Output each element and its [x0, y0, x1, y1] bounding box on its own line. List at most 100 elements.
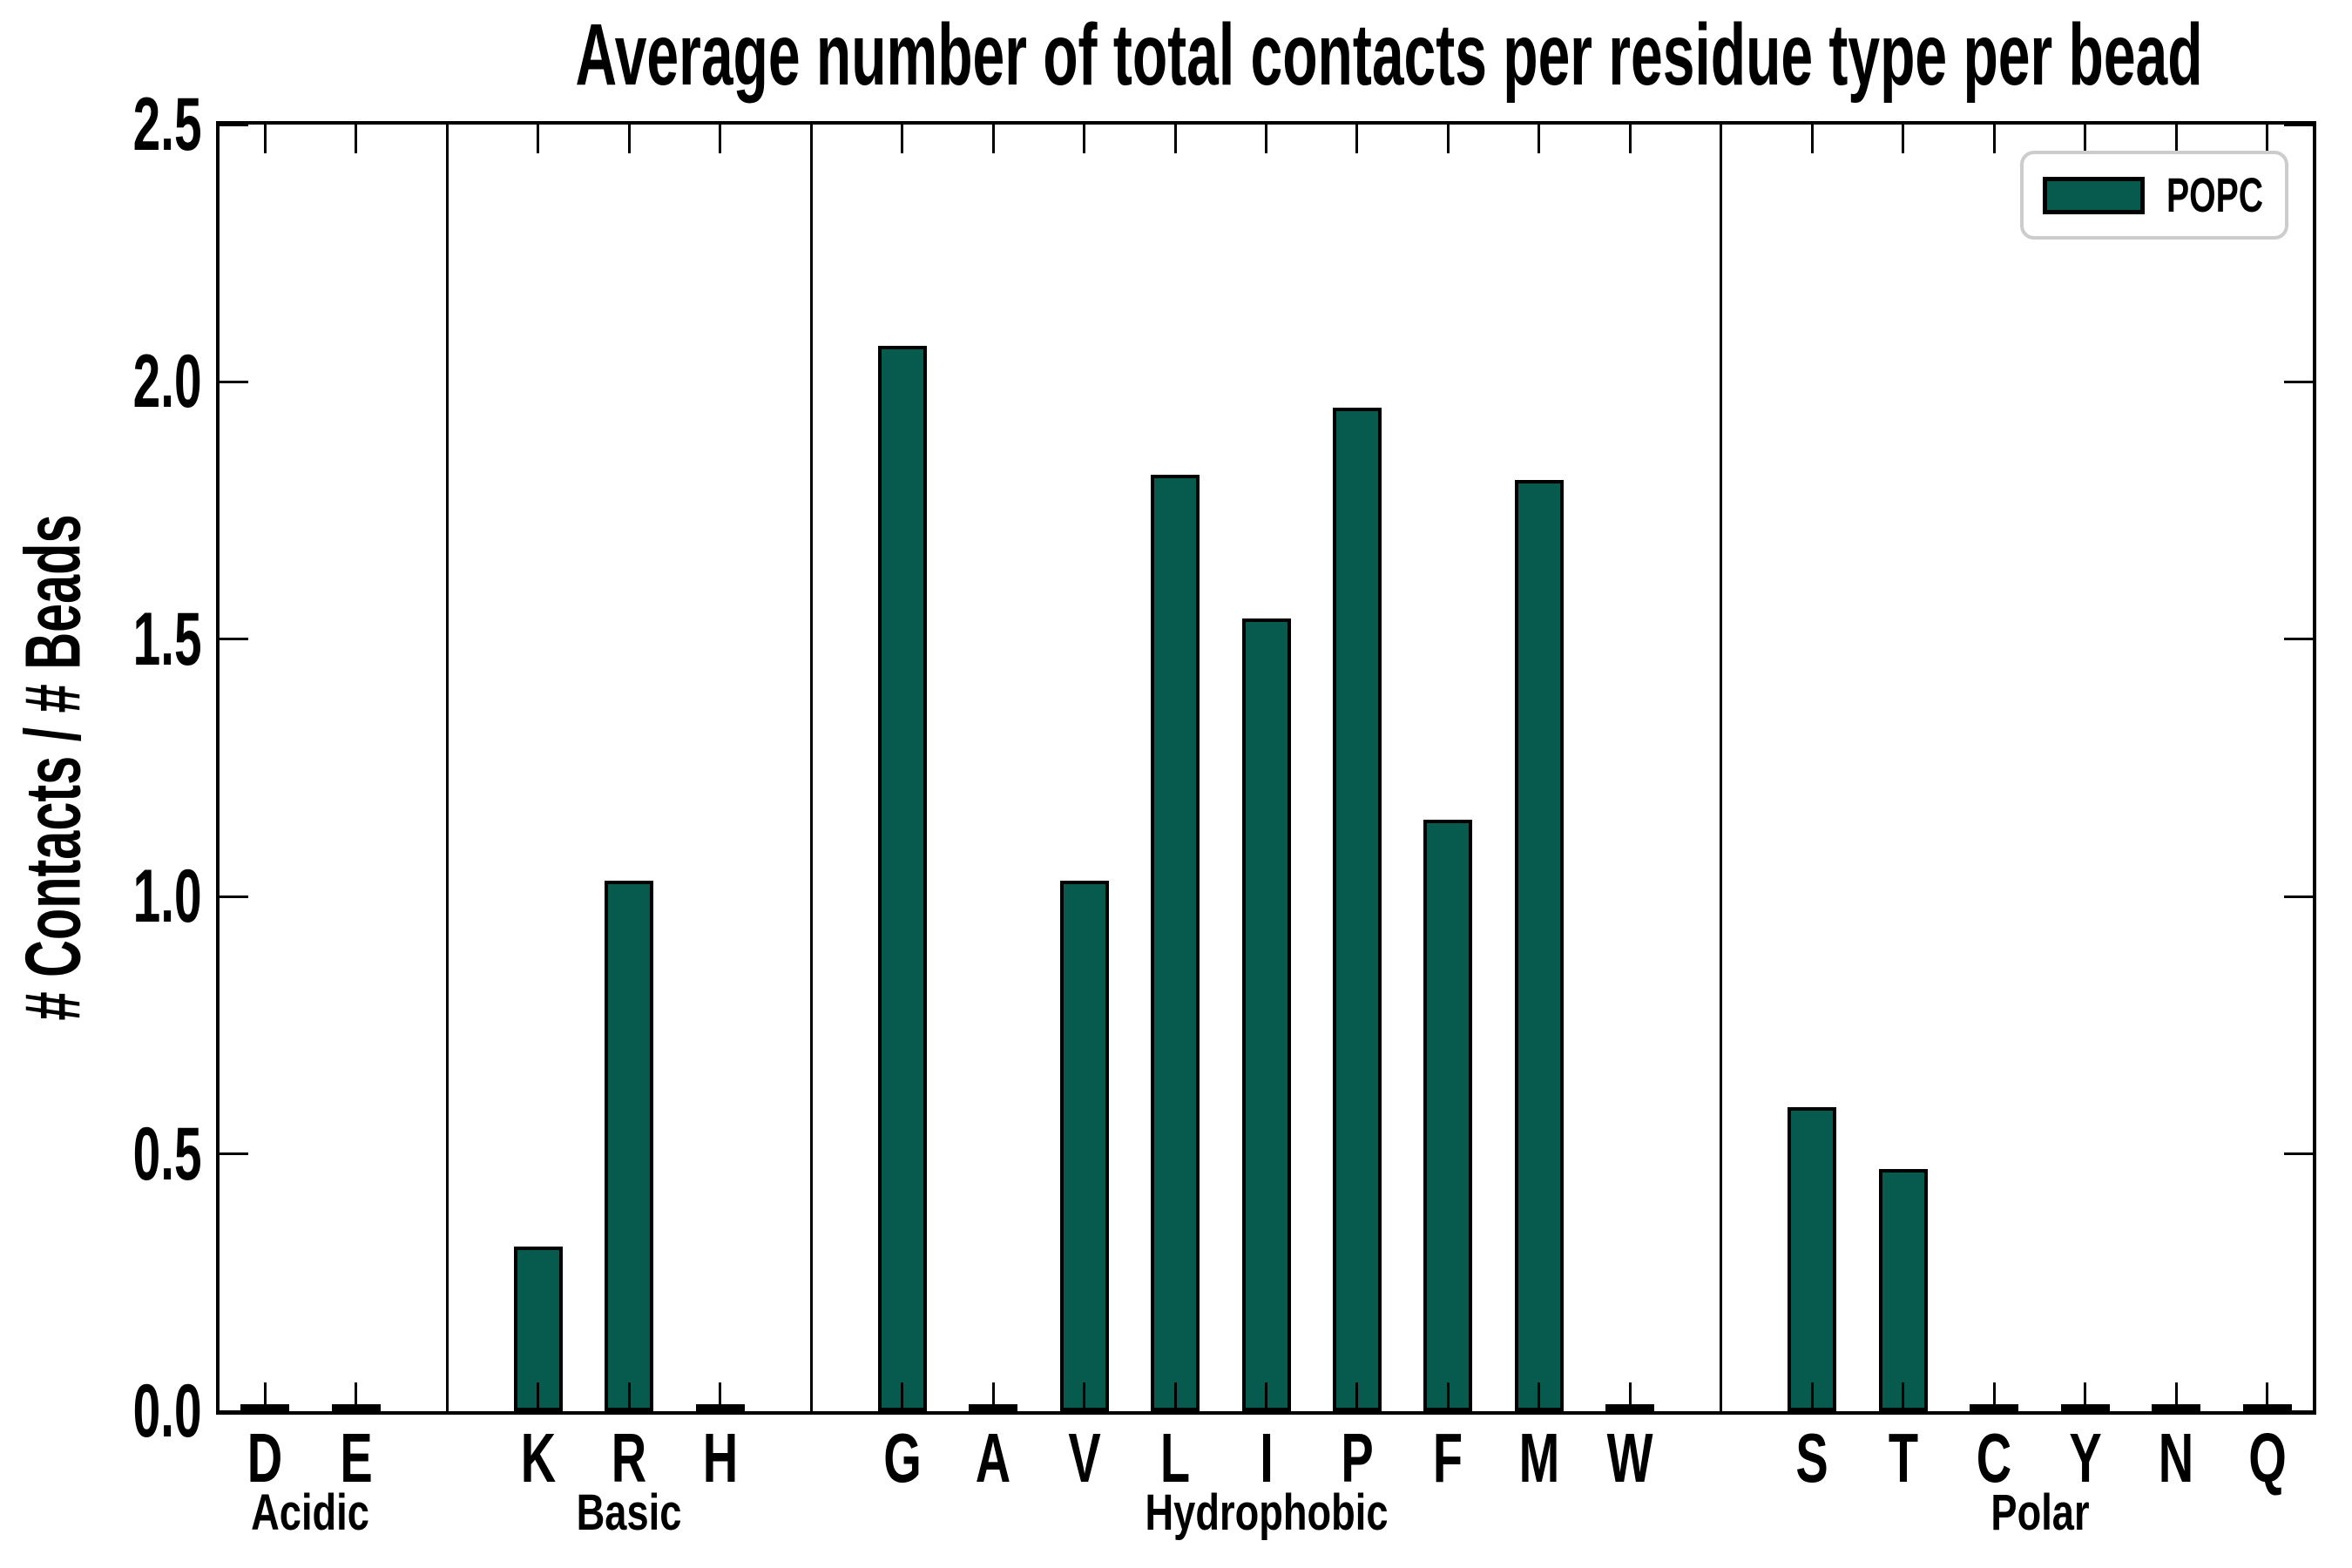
x-tick-top-P	[1355, 125, 1359, 153]
y-tick-left-1.5	[220, 638, 248, 641]
x-tick-bottom-D	[263, 1382, 267, 1411]
y-tick-left-0.0	[220, 1409, 248, 1413]
y-tick-label-2.0: 2.0	[133, 340, 202, 424]
group-label-acidic: Acidic	[251, 1484, 370, 1541]
x-tick-top-V	[1083, 125, 1086, 153]
x-tick-label-C: C	[1977, 1419, 2012, 1497]
x-tick-label-I: I	[1259, 1419, 1274, 1497]
bar-I	[1241, 618, 1291, 1411]
legend-label: POPC	[2166, 167, 2264, 222]
x-tick-bottom-Y	[2084, 1382, 2087, 1411]
group-divider-line	[445, 125, 449, 1411]
x-tick-top-L	[1173, 125, 1177, 153]
x-tick-top-C	[1992, 125, 1996, 153]
x-tick-top-R	[627, 125, 631, 153]
plot-area: POPC	[216, 121, 2316, 1415]
x-tick-bottom-M	[1538, 1382, 1541, 1411]
x-tick-label-A: A	[975, 1419, 1011, 1497]
x-tick-top-W	[1628, 125, 1632, 153]
y-tick-left-2.5	[220, 123, 248, 126]
bar-G	[877, 346, 927, 1411]
x-tick-label-Q: Q	[2247, 1419, 2287, 1497]
x-tick-label-L: L	[1159, 1419, 1191, 1497]
x-tick-label-E: E	[340, 1419, 373, 1497]
y-tick-right-2.5	[2284, 123, 2313, 126]
x-tick-bottom-L	[1173, 1382, 1177, 1411]
x-tick-label-Y: Y	[2069, 1419, 2102, 1497]
x-tick-bottom-K	[537, 1382, 540, 1411]
x-tick-label-T: T	[1888, 1419, 1918, 1497]
x-tick-bottom-E	[355, 1382, 358, 1411]
x-tick-top-S	[1810, 125, 1814, 153]
x-tick-label-N: N	[2159, 1419, 2194, 1497]
group-label-polar: Polar	[1990, 1484, 2090, 1541]
bar-T	[1878, 1169, 1928, 1411]
legend: POPC	[2020, 151, 2288, 240]
x-tick-bottom-W	[1628, 1382, 1632, 1411]
x-tick-top-Q	[2266, 125, 2269, 153]
x-tick-label-P: P	[1341, 1419, 1374, 1497]
y-tick-right-0.0	[2284, 1409, 2313, 1413]
x-tick-label-W: W	[1606, 1419, 1653, 1497]
x-tick-top-T	[1902, 125, 1905, 153]
x-tick-top-G	[901, 125, 904, 153]
y-axis-label: # Contacts / # Beads	[10, 514, 98, 1021]
legend-swatch-popc	[2043, 176, 2145, 214]
x-tick-bottom-P	[1355, 1382, 1359, 1411]
x-tick-top-Y	[2084, 125, 2087, 153]
bar-R	[605, 881, 654, 1411]
x-tick-top-M	[1538, 125, 1541, 153]
bar-P	[1332, 408, 1382, 1411]
x-tick-bottom-S	[1810, 1382, 1814, 1411]
group-label-basic: Basic	[576, 1484, 682, 1541]
chart-title: Average number of total contacts per res…	[575, 6, 2203, 104]
group-divider-line	[809, 125, 813, 1411]
x-tick-label-K: K	[520, 1419, 556, 1497]
y-tick-left-0.5	[220, 1152, 248, 1156]
x-tick-label-F: F	[1433, 1419, 1463, 1497]
y-tick-left-2.0	[220, 380, 248, 383]
bar-F	[1423, 820, 1473, 1411]
y-tick-right-2.0	[2284, 380, 2313, 383]
x-tick-label-D: D	[247, 1419, 283, 1497]
x-tick-top-I	[1265, 125, 1267, 153]
x-tick-top-N	[2174, 125, 2178, 153]
y-tick-right-1.5	[2284, 638, 2313, 641]
y-tick-label-1.5: 1.5	[133, 597, 202, 681]
x-tick-bottom-N	[2174, 1382, 2178, 1411]
bar-S	[1788, 1107, 1837, 1411]
x-tick-bottom-R	[627, 1382, 631, 1411]
x-tick-bottom-F	[1446, 1382, 1450, 1411]
x-tick-bottom-Q	[2266, 1382, 2269, 1411]
bar-M	[1514, 480, 1564, 1411]
bar-V	[1059, 881, 1109, 1411]
y-tick-label-0.0: 0.0	[133, 1369, 202, 1453]
y-tick-right-1.0	[2284, 895, 2313, 898]
y-tick-label-0.5: 0.5	[133, 1112, 202, 1196]
x-tick-bottom-V	[1083, 1382, 1086, 1411]
x-tick-bottom-T	[1902, 1382, 1905, 1411]
x-tick-top-H	[719, 125, 722, 153]
x-tick-bottom-A	[991, 1382, 995, 1411]
x-tick-label-V: V	[1067, 1419, 1101, 1497]
y-tick-label-2.5: 2.5	[133, 83, 202, 166]
y-tick-right-0.5	[2284, 1152, 2313, 1156]
x-tick-top-K	[537, 125, 540, 153]
x-tick-top-D	[263, 125, 267, 153]
x-tick-label-M: M	[1518, 1419, 1560, 1497]
x-tick-label-S: S	[1795, 1419, 1829, 1497]
x-tick-bottom-H	[719, 1382, 722, 1411]
x-tick-label-H: H	[702, 1419, 738, 1497]
x-tick-label-G: G	[882, 1419, 922, 1497]
x-tick-bottom-G	[901, 1382, 904, 1411]
bar-L	[1151, 475, 1200, 1411]
x-tick-top-A	[991, 125, 995, 153]
y-tick-label-1.0: 1.0	[133, 855, 202, 939]
x-tick-bottom-I	[1265, 1382, 1267, 1411]
y-tick-left-1.0	[220, 895, 248, 898]
group-divider-line	[1720, 125, 1723, 1411]
x-tick-label-R: R	[611, 1419, 647, 1497]
x-tick-bottom-C	[1992, 1382, 1996, 1411]
x-tick-top-E	[355, 125, 358, 153]
